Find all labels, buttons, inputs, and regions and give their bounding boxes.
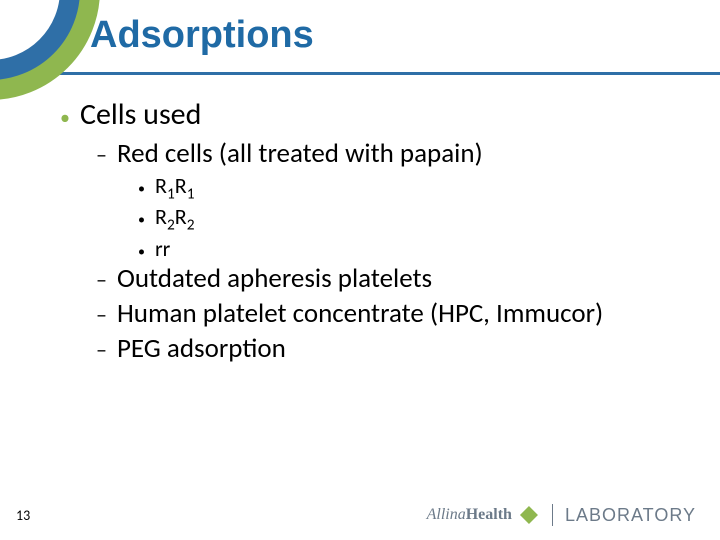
logo-laboratory: LABORATORY: [565, 505, 696, 526]
subscript: 1: [187, 184, 195, 203]
bullet-text: Human platelet concentrate (HPC, Immucor…: [117, 297, 603, 330]
bullet-text: R1R1: [155, 172, 195, 203]
subscript: 2: [167, 216, 175, 235]
bullet-text: PEG adsorption: [117, 332, 286, 365]
text-part: R: [175, 172, 187, 199]
bullet-level3: • R2R2: [138, 203, 680, 234]
bullet-text: rr: [155, 235, 170, 262]
logo-brand: AllinaHealth: [427, 506, 512, 524]
title-underline: [0, 72, 720, 75]
bullet-dot-icon: •: [138, 243, 145, 260]
bullet-dot-icon: •: [138, 211, 145, 228]
bullet-text: R2R2: [155, 203, 195, 234]
text-part: R: [175, 203, 187, 230]
content-area: • Cells used – Red cells (all treated wi…: [60, 96, 680, 367]
logo-divider: [552, 504, 553, 526]
slide: Adsorptions • Cells used – Red cells (al…: [0, 0, 720, 540]
bullet-level3: • rr: [138, 235, 680, 262]
logo-text-a: Allina: [427, 506, 466, 523]
bullet-level2: – Outdated apheresis platelets: [96, 262, 680, 295]
footer-logo: AllinaHealth LABORATORY: [427, 504, 696, 526]
bullet-text: Red cells (all treated with papain): [117, 137, 483, 170]
logo-text-b: Health: [466, 506, 512, 523]
bullet-level3: • R1R1: [138, 172, 680, 203]
bullet-level2: – PEG adsorption: [96, 332, 680, 365]
bullet-level2: – Red cells (all treated with papain): [96, 137, 680, 170]
bullet-text: Outdated apheresis platelets: [117, 262, 432, 295]
bullet-dash-icon: –: [96, 301, 107, 328]
slide-title: Adsorptions: [90, 14, 314, 57]
leaf-icon: [520, 506, 538, 524]
text-part: R: [155, 172, 167, 199]
bullet-dash-icon: –: [96, 266, 107, 293]
page-number: 13: [16, 507, 30, 524]
subscript: 1: [167, 184, 175, 203]
text-part: R: [155, 203, 167, 230]
bullet-dash-icon: –: [96, 336, 107, 363]
bullet-text: Cells used: [80, 96, 201, 133]
bullet-level2: – Human platelet concentrate (HPC, Immuc…: [96, 297, 680, 330]
bullet-dot-icon: •: [60, 108, 70, 128]
bullet-level1: • Cells used: [60, 96, 680, 133]
bullet-dot-icon: •: [138, 180, 145, 197]
subscript: 2: [187, 216, 195, 235]
bullet-dash-icon: –: [96, 141, 107, 168]
